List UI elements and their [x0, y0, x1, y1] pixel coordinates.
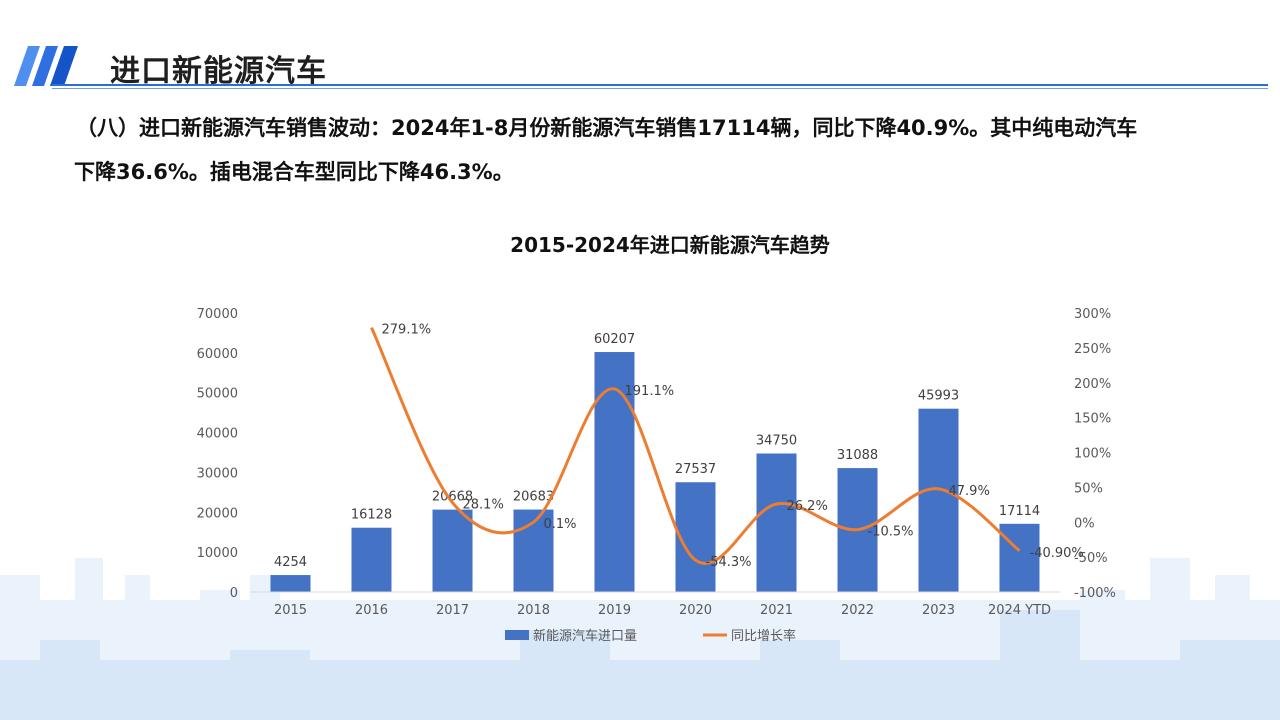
line-data-label: 47.9% [949, 484, 990, 499]
bar [270, 575, 311, 592]
y-left-tick-label: 30000 [197, 466, 238, 481]
bar-data-label: 34750 [756, 433, 797, 448]
y-left-tick-label: 70000 [197, 307, 238, 322]
x-tick-label: 2023 [922, 603, 955, 618]
header-divider-thin [52, 88, 1268, 89]
y-right-tick-label: 200% [1074, 377, 1111, 392]
bar [756, 453, 797, 592]
bar-data-label: 20683 [513, 490, 554, 505]
logo-stripes-icon [14, 46, 78, 86]
y-left-tick-label: 0 [230, 586, 238, 601]
x-tick-label: 2015 [274, 603, 307, 618]
line-data-label: -54.3% [706, 555, 752, 570]
y-left-tick-label: 60000 [197, 347, 238, 362]
legend-line-label: 同比增长率 [731, 628, 796, 644]
y-right-tick-label: -100% [1074, 586, 1116, 601]
x-tick-label: 2022 [841, 603, 874, 618]
y-right-tick-label: 0% [1074, 516, 1095, 531]
y-left-tick-label: 20000 [197, 506, 238, 521]
bar [594, 352, 635, 592]
summary-line-1: （八）进口新能源汽车销售波动：2024年1-8月份新能源汽车销售17114辆，同… [76, 116, 1138, 140]
y-right-tick-label: 100% [1074, 447, 1111, 462]
line-data-label: 26.2% [787, 499, 828, 514]
header-divider [52, 84, 1268, 86]
growth-rate-line [370, 326, 1021, 565]
x-tick-label: 2016 [355, 603, 388, 618]
bar-data-label: 17114 [999, 504, 1040, 519]
bar-data-label: 60207 [594, 332, 635, 347]
bar [999, 523, 1040, 592]
line-data-label: 28.1% [463, 498, 504, 513]
bar [432, 509, 473, 592]
bar-data-label: 16128 [351, 508, 392, 523]
bar-data-label: 27537 [675, 462, 716, 477]
y-left-tick-label: 40000 [197, 427, 238, 442]
y-left-tick-label: 50000 [197, 387, 238, 402]
bar [351, 527, 392, 592]
legend-bar-swatch [505, 630, 529, 640]
line-data-label: 191.1% [625, 384, 675, 399]
y-right-tick-label: 50% [1074, 481, 1103, 496]
x-tick-label: 2017 [436, 603, 469, 618]
y-right-tick-label: 250% [1074, 342, 1111, 357]
bar-data-label: 45993 [918, 389, 959, 404]
bar-data-label: 4254 [274, 555, 307, 570]
summary-line-2: 下降36.6%。插电混合车型同比下降46.3%。 [74, 160, 514, 184]
x-tick-label: 2018 [517, 603, 550, 618]
bar [918, 408, 959, 592]
bar-data-label: 20668 [432, 490, 473, 505]
y-left-tick-label: 10000 [197, 546, 238, 561]
chart-title: 2015-2024年进口新能源汽车趋势 [510, 233, 830, 257]
page-title: 进口新能源汽车 [110, 54, 327, 89]
y-right-tick-label: 150% [1074, 412, 1111, 427]
line-data-label: -10.5% [868, 525, 914, 540]
bar [675, 482, 716, 592]
line-data-label: -40.90% [1030, 546, 1084, 561]
summary-text: （八）进口新能源汽车销售波动：2024年1-8月份新能源汽车销售17114辆，同… [74, 106, 1246, 194]
legend-bar-label: 新能源汽车进口量 [533, 628, 637, 644]
x-tick-label: 2020 [679, 603, 712, 618]
y-right-tick-label: -50% [1074, 551, 1108, 566]
bar-data-label: 31088 [837, 448, 878, 463]
x-tick-label: 2019 [598, 603, 631, 618]
line-data-label: 279.1% [382, 323, 432, 338]
x-tick-label: 2024 YTD [988, 603, 1051, 618]
y-right-tick-label: 300% [1074, 307, 1111, 322]
line-data-label: 0.1% [544, 517, 577, 532]
x-tick-label: 2021 [760, 603, 793, 618]
